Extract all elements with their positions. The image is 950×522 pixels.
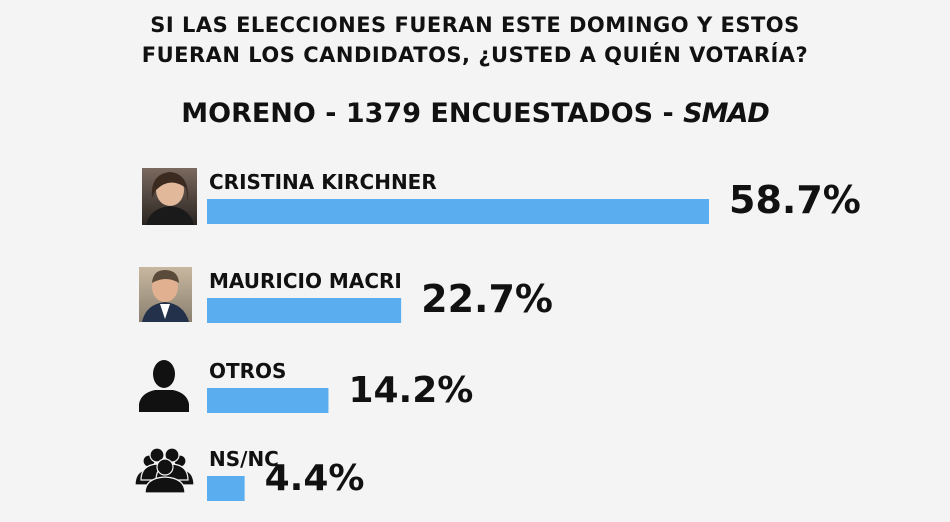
value-label: 4.4% — [265, 458, 365, 499]
group-icon — [134, 447, 195, 494]
value-label: 58.7% — [729, 178, 861, 222]
subtitle-text: MORENO - 1379 ENCUESTADOS - — [181, 98, 684, 129]
category-label: OTROS — [209, 359, 286, 383]
bar — [207, 388, 329, 413]
chart-row: OTROS 14.2% — [139, 359, 473, 413]
kirchner-photo — [142, 168, 197, 225]
chart-title: SI LAS ELECCIONES FUERAN ESTE DOMINGO Y … — [0, 10, 950, 70]
chart-subtitle: MORENO - 1379 ENCUESTADOS - SMAD — [0, 98, 950, 129]
bar — [207, 476, 245, 501]
bar — [207, 199, 709, 224]
chart-row: CRISTINA KIRCHNER 58.7% — [142, 168, 861, 225]
title-line-1: SI LAS ELECCIONES FUERAN ESTE DOMINGO Y … — [150, 13, 800, 37]
title-line-2: FUERAN LOS CANDIDATOS, ¿USTED A QUIÉN VO… — [141, 43, 809, 67]
category-label: CRISTINA KIRCHNER — [209, 170, 437, 194]
chart-row: MAURICIO MACRI 22.7% — [139, 267, 553, 323]
brand-logo: SMAD — [683, 98, 770, 129]
value-label: 14.2% — [348, 370, 473, 411]
person-icon — [139, 360, 189, 412]
category-label: MAURICIO MACRI — [209, 269, 402, 293]
bar — [207, 298, 402, 323]
chart-row: NS/NC4.4% — [134, 447, 365, 501]
macri-photo — [139, 267, 192, 322]
value-label: 22.7% — [421, 277, 553, 321]
category-label: NS/NC — [209, 447, 279, 471]
